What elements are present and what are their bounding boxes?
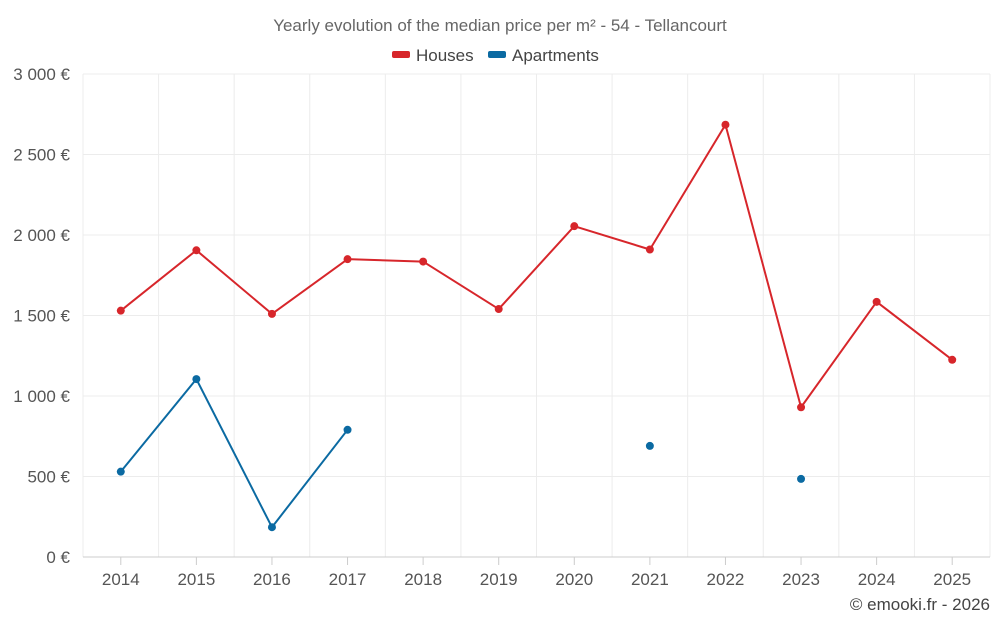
data-point-houses[interactable] [343, 255, 352, 264]
gridlines [82, 73, 991, 557]
data-point-houses[interactable] [419, 257, 428, 266]
y-tick-label: 3 000 € [13, 65, 70, 84]
data-point-houses[interactable] [192, 246, 201, 255]
data-point-houses[interactable] [494, 305, 503, 314]
data-point-apartments[interactable] [192, 375, 201, 384]
x-tick-label: 2023 [782, 570, 820, 589]
legend-item-houses[interactable]: Houses [392, 46, 474, 65]
data-point-houses[interactable] [570, 222, 579, 231]
legend-swatch-houses [392, 51, 410, 58]
x-tick-label: 2019 [480, 570, 518, 589]
x-tick-label: 2018 [404, 570, 442, 589]
y-tick-label: 500 € [27, 468, 70, 487]
y-tick-label: 2 000 € [13, 226, 70, 245]
y-axis: 0 € 500 € 1 000 € 1 500 € 2 000 € 2 500 € 3 00… [13, 65, 70, 567]
y-tick-label: 2 500 € [13, 146, 70, 165]
data-point-apartments[interactable] [116, 467, 125, 476]
data-point-houses[interactable] [116, 306, 125, 315]
legend-item-apartments[interactable]: Apartments [488, 46, 599, 65]
x-tick-label: 2020 [555, 570, 593, 589]
legend-label-apartments: Apartments [512, 46, 599, 65]
x-tick-label: 2022 [707, 570, 745, 589]
data-point-houses[interactable] [948, 355, 957, 364]
series [116, 120, 957, 532]
x-tick-label: 2021 [631, 570, 669, 589]
legend-swatch-apartments [488, 51, 506, 58]
data-point-houses[interactable] [872, 297, 881, 306]
series-houses [116, 120, 957, 412]
y-tick-label: 1 000 € [13, 387, 70, 406]
data-point-houses[interactable] [797, 403, 806, 412]
x-tick-label: 2025 [933, 570, 971, 589]
series-line-apartments [120, 378, 349, 529]
x-tick-label: 2015 [177, 570, 215, 589]
x-tick-label: 2017 [329, 570, 367, 589]
x-axis: 2014 2015 2016 2017 2018 2019 2020 2021 2022 2023… [83, 556, 990, 589]
x-tick-label: 2014 [102, 570, 140, 589]
data-point-houses[interactable] [267, 309, 276, 318]
series-line-houses [120, 123, 953, 409]
data-point-apartments[interactable] [797, 474, 806, 483]
legend: Houses Apartments [392, 46, 599, 65]
data-point-apartments[interactable] [267, 523, 276, 532]
x-tick-label: 2024 [858, 570, 896, 589]
data-point-apartments[interactable] [343, 425, 352, 434]
data-point-houses[interactable] [645, 245, 654, 254]
credit: © emooki.fr - 2026 [850, 595, 990, 614]
data-point-apartments[interactable] [645, 441, 654, 450]
y-tick-label: 1 500 € [13, 307, 70, 326]
series-apartments [116, 375, 806, 532]
chart-title: Yearly evolution of the median price per… [273, 16, 727, 35]
legend-label-houses: Houses [416, 46, 474, 65]
y-tick-label: 0 € [46, 548, 70, 567]
x-tick-label: 2016 [253, 570, 291, 589]
data-point-houses[interactable] [721, 120, 730, 129]
